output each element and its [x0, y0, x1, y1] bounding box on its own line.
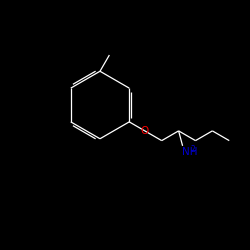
Text: NH: NH [182, 147, 198, 157]
Text: 2: 2 [190, 145, 195, 154]
Text: O: O [141, 126, 149, 136]
